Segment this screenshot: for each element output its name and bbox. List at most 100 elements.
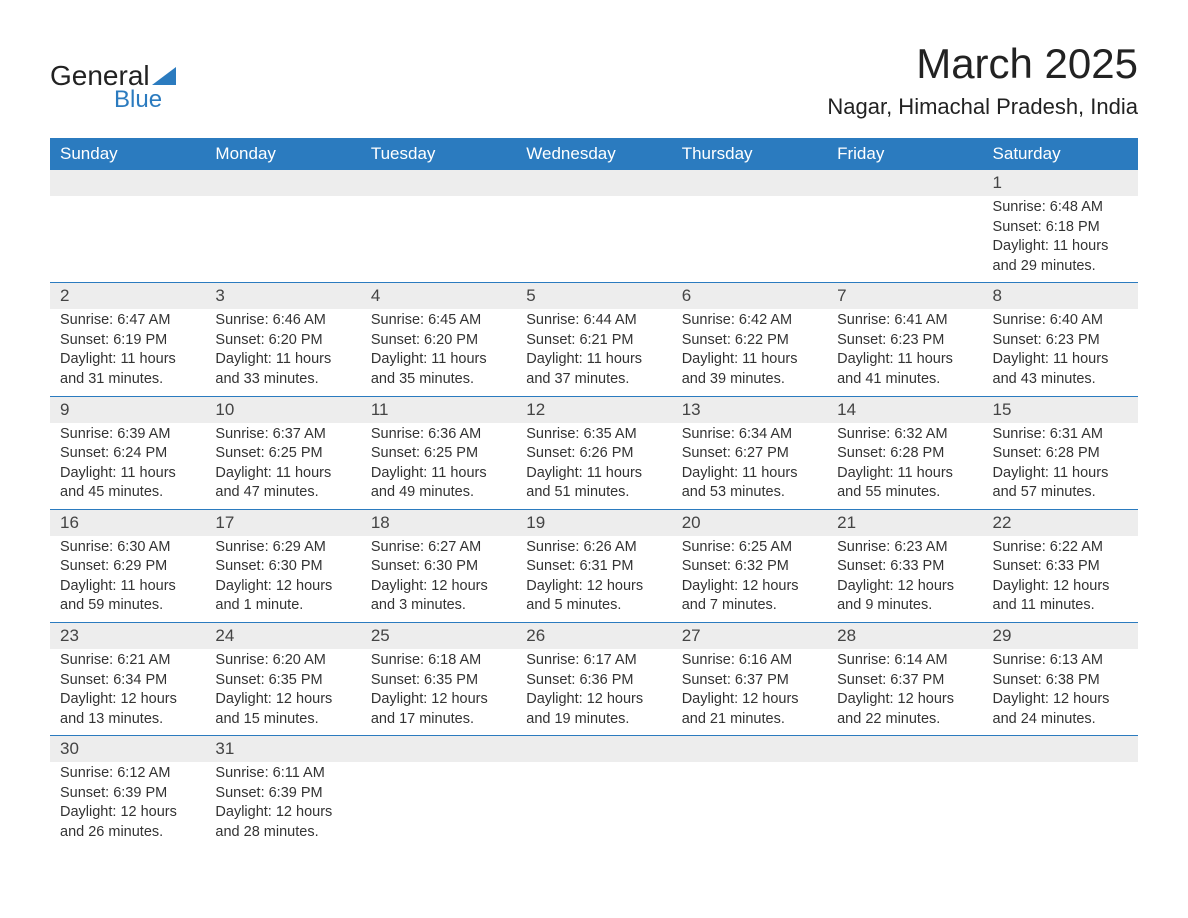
day-number: 27 [672, 623, 827, 649]
calendar-cell: 27Sunrise: 6:16 AMSunset: 6:37 PMDayligh… [672, 623, 827, 736]
empty-content [827, 196, 982, 282]
sunset-text: Sunset: 6:27 PM [682, 444, 817, 464]
day-content: Sunrise: 6:18 AMSunset: 6:35 PMDaylight:… [361, 649, 516, 735]
sunrise-text: Sunrise: 6:42 AM [682, 311, 817, 331]
daylight-text: Daylight: 11 hours and 47 minutes. [215, 464, 350, 503]
daylight-text: Daylight: 11 hours and 37 minutes. [526, 350, 661, 389]
calendar-cell: 23Sunrise: 6:21 AMSunset: 6:34 PMDayligh… [50, 623, 205, 736]
day-number: 12 [516, 397, 671, 423]
sunrise-text: Sunrise: 6:35 AM [526, 425, 661, 445]
calendar-cell: 6Sunrise: 6:42 AMSunset: 6:22 PMDaylight… [672, 283, 827, 396]
empty-content [205, 196, 360, 282]
calendar-week-row: 16Sunrise: 6:30 AMSunset: 6:29 PMDayligh… [50, 509, 1138, 622]
daylight-text: Daylight: 12 hours and 9 minutes. [837, 577, 972, 616]
sunset-text: Sunset: 6:25 PM [371, 444, 506, 464]
day-number: 10 [205, 397, 360, 423]
daylight-text: Daylight: 12 hours and 21 minutes. [682, 690, 817, 729]
day-number: 8 [983, 283, 1138, 309]
sunset-text: Sunset: 6:20 PM [215, 331, 350, 351]
calendar-cell: 17Sunrise: 6:29 AMSunset: 6:30 PMDayligh… [205, 509, 360, 622]
day-header-row: Sunday Monday Tuesday Wednesday Thursday… [50, 138, 1138, 170]
sunset-text: Sunset: 6:34 PM [60, 671, 195, 691]
day-number: 14 [827, 397, 982, 423]
day-number: 7 [827, 283, 982, 309]
day-content: Sunrise: 6:29 AMSunset: 6:30 PMDaylight:… [205, 536, 360, 622]
calendar-cell: 8Sunrise: 6:40 AMSunset: 6:23 PMDaylight… [983, 283, 1138, 396]
sunset-text: Sunset: 6:31 PM [526, 557, 661, 577]
day-number: 22 [983, 510, 1138, 536]
sunrise-text: Sunrise: 6:16 AM [682, 651, 817, 671]
sunset-text: Sunset: 6:29 PM [60, 557, 195, 577]
sunrise-text: Sunrise: 6:32 AM [837, 425, 972, 445]
sunset-text: Sunset: 6:23 PM [837, 331, 972, 351]
month-title: March 2025 [827, 40, 1138, 88]
day-content: Sunrise: 6:27 AMSunset: 6:30 PMDaylight:… [361, 536, 516, 622]
calendar-cell: 24Sunrise: 6:20 AMSunset: 6:35 PMDayligh… [205, 623, 360, 736]
calendar-cell: 1Sunrise: 6:48 AMSunset: 6:18 PMDaylight… [983, 170, 1138, 283]
calendar-body: 1Sunrise: 6:48 AMSunset: 6:18 PMDaylight… [50, 170, 1138, 849]
sunset-text: Sunset: 6:20 PM [371, 331, 506, 351]
day-header: Saturday [983, 138, 1138, 170]
calendar-week-row: 9Sunrise: 6:39 AMSunset: 6:24 PMDaylight… [50, 396, 1138, 509]
day-number: 30 [50, 736, 205, 762]
day-number: 20 [672, 510, 827, 536]
calendar-cell: 12Sunrise: 6:35 AMSunset: 6:26 PMDayligh… [516, 396, 671, 509]
sunset-text: Sunset: 6:32 PM [682, 557, 817, 577]
day-content: Sunrise: 6:42 AMSunset: 6:22 PMDaylight:… [672, 309, 827, 395]
empty-daynum [361, 736, 516, 762]
day-content: Sunrise: 6:35 AMSunset: 6:26 PMDaylight:… [516, 423, 671, 509]
sunset-text: Sunset: 6:36 PM [526, 671, 661, 691]
sunrise-text: Sunrise: 6:21 AM [60, 651, 195, 671]
empty-daynum [50, 170, 205, 196]
daylight-text: Daylight: 12 hours and 22 minutes. [837, 690, 972, 729]
day-content: Sunrise: 6:25 AMSunset: 6:32 PMDaylight:… [672, 536, 827, 622]
sunset-text: Sunset: 6:18 PM [993, 218, 1128, 238]
sunrise-text: Sunrise: 6:48 AM [993, 198, 1128, 218]
day-content: Sunrise: 6:21 AMSunset: 6:34 PMDaylight:… [50, 649, 205, 735]
daylight-text: Daylight: 11 hours and 35 minutes. [371, 350, 506, 389]
empty-daynum [205, 170, 360, 196]
daylight-text: Daylight: 11 hours and 51 minutes. [526, 464, 661, 503]
day-number: 18 [361, 510, 516, 536]
empty-content [50, 196, 205, 282]
day-content: Sunrise: 6:34 AMSunset: 6:27 PMDaylight:… [672, 423, 827, 509]
day-content: Sunrise: 6:44 AMSunset: 6:21 PMDaylight:… [516, 309, 671, 395]
day-header: Wednesday [516, 138, 671, 170]
sunrise-text: Sunrise: 6:20 AM [215, 651, 350, 671]
daylight-text: Daylight: 12 hours and 28 minutes. [215, 803, 350, 842]
daylight-text: Daylight: 11 hours and 33 minutes. [215, 350, 350, 389]
calendar-cell [983, 736, 1138, 849]
sunset-text: Sunset: 6:21 PM [526, 331, 661, 351]
sunrise-text: Sunrise: 6:25 AM [682, 538, 817, 558]
day-number: 29 [983, 623, 1138, 649]
daylight-text: Daylight: 11 hours and 31 minutes. [60, 350, 195, 389]
day-content: Sunrise: 6:26 AMSunset: 6:31 PMDaylight:… [516, 536, 671, 622]
daylight-text: Daylight: 12 hours and 7 minutes. [682, 577, 817, 616]
sunrise-text: Sunrise: 6:39 AM [60, 425, 195, 445]
sunset-text: Sunset: 6:22 PM [682, 331, 817, 351]
calendar-cell: 2Sunrise: 6:47 AMSunset: 6:19 PMDaylight… [50, 283, 205, 396]
day-content: Sunrise: 6:41 AMSunset: 6:23 PMDaylight:… [827, 309, 982, 395]
calendar-cell [672, 170, 827, 283]
calendar-cell: 14Sunrise: 6:32 AMSunset: 6:28 PMDayligh… [827, 396, 982, 509]
header: General Blue March 2025 Nagar, Himachal … [50, 40, 1138, 120]
calendar-cell: 9Sunrise: 6:39 AMSunset: 6:24 PMDaylight… [50, 396, 205, 509]
sunset-text: Sunset: 6:35 PM [371, 671, 506, 691]
calendar-cell: 30Sunrise: 6:12 AMSunset: 6:39 PMDayligh… [50, 736, 205, 849]
calendar-week-row: 1Sunrise: 6:48 AMSunset: 6:18 PMDaylight… [50, 170, 1138, 283]
day-number: 3 [205, 283, 360, 309]
daylight-text: Daylight: 12 hours and 26 minutes. [60, 803, 195, 842]
day-number: 31 [205, 736, 360, 762]
calendar-cell [361, 736, 516, 849]
empty-content [361, 196, 516, 282]
empty-daynum [516, 170, 671, 196]
calendar-cell: 7Sunrise: 6:41 AMSunset: 6:23 PMDaylight… [827, 283, 982, 396]
sunrise-text: Sunrise: 6:34 AM [682, 425, 817, 445]
daylight-text: Daylight: 11 hours and 43 minutes. [993, 350, 1128, 389]
daylight-text: Daylight: 11 hours and 55 minutes. [837, 464, 972, 503]
calendar-cell: 4Sunrise: 6:45 AMSunset: 6:20 PMDaylight… [361, 283, 516, 396]
day-number: 9 [50, 397, 205, 423]
calendar-cell: 3Sunrise: 6:46 AMSunset: 6:20 PMDaylight… [205, 283, 360, 396]
daylight-text: Daylight: 11 hours and 49 minutes. [371, 464, 506, 503]
empty-daynum [827, 736, 982, 762]
